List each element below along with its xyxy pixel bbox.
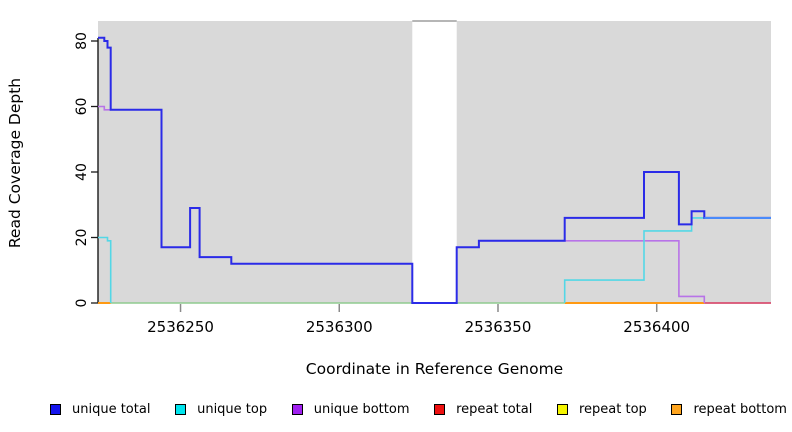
series-unique-top — [98, 236, 112, 303]
legend-item-repeat-bottom: repeat bottom — [671, 402, 787, 417]
series-unique-total — [98, 36, 771, 304]
legend-item-repeat-top: repeat top — [557, 402, 647, 417]
legend-item-unique-total: unique total — [50, 402, 150, 417]
legend-swatch-icon — [175, 403, 187, 415]
legend-swatch-icon — [434, 403, 446, 415]
legend-item-unique-top: unique top — [175, 402, 267, 417]
x-axis-title: Coordinate in Reference Genome — [305, 360, 564, 378]
y-tick-label: 0 — [74, 299, 90, 308]
legend-swatch-icon — [671, 403, 683, 415]
no-data-gap — [412, 21, 457, 303]
legend-label: unique top — [197, 401, 268, 417]
y-tick-label: 40 — [74, 163, 90, 181]
legend-label: repeat bottom — [693, 401, 787, 417]
legend-item-repeat-total: repeat total — [434, 402, 532, 417]
series-unique-bottom — [478, 240, 706, 303]
y-tick-label: 60 — [74, 98, 90, 116]
x-tick-label: 2536250 — [147, 318, 214, 336]
legend-label: unique total — [72, 401, 151, 417]
legend-label: repeat total — [456, 401, 533, 417]
legend: unique total unique top unique bottom repea… — [50, 398, 787, 420]
series-unique-bottom — [98, 105, 111, 111]
x-tick-label: 2536350 — [465, 318, 532, 336]
legend-swatch-icon — [50, 403, 61, 415]
legend-label: unique bottom — [313, 401, 410, 417]
legend-swatch-icon — [291, 403, 303, 415]
legend-swatch-icon — [557, 403, 568, 415]
y-tick-label: 80 — [74, 32, 90, 50]
y-axis-title: Read Coverage Depth — [6, 77, 24, 249]
y-tick-label: 20 — [74, 229, 90, 247]
x-tick-label: 2536300 — [306, 318, 373, 336]
legend-label: repeat top — [579, 401, 647, 417]
legend-item-unique-bottom: unique bottom — [291, 401, 410, 417]
x-tick-label: 2536400 — [623, 318, 690, 336]
